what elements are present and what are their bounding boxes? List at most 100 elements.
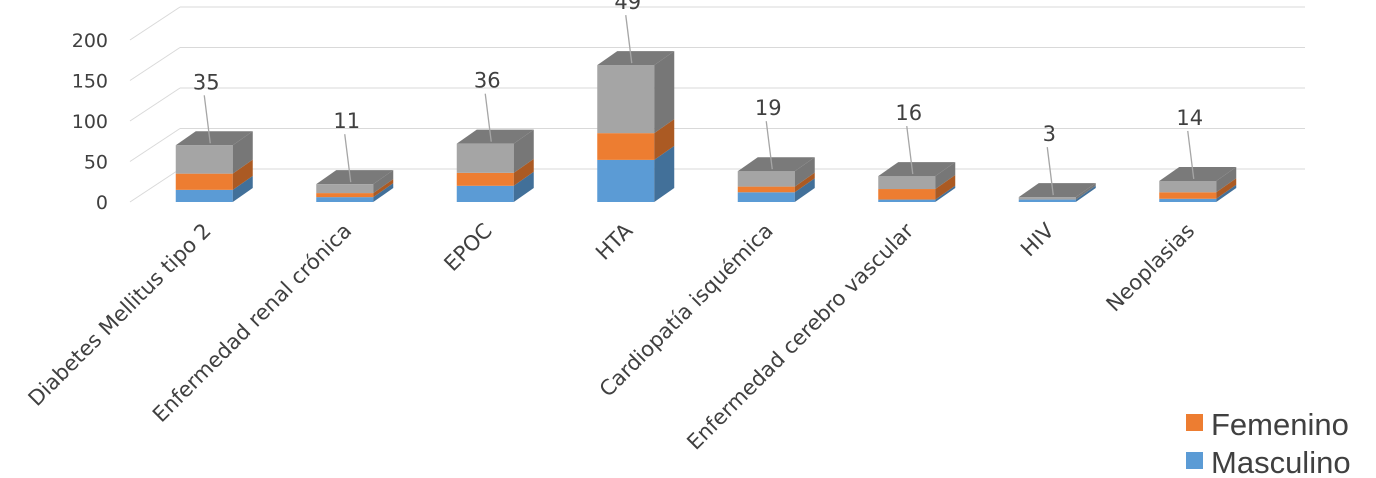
y-tick-label: 100 <box>72 111 108 133</box>
bar-segment <box>597 65 655 134</box>
bar-stack <box>737 157 815 202</box>
bar-stack <box>175 131 253 202</box>
bar-segment <box>456 143 514 173</box>
category-label: Neoplasias <box>1102 219 1200 317</box>
bar-stack <box>597 51 675 202</box>
bar-segment-side <box>513 158 534 186</box>
data-label-leader <box>765 121 773 170</box>
bar-segment-side <box>513 171 534 202</box>
category-label: HTA <box>591 218 638 265</box>
bar-segment-side <box>794 157 815 187</box>
bar-top <box>597 51 675 66</box>
gridlines <box>129 6 1305 203</box>
bar-segment <box>316 197 374 202</box>
bar-segment-side <box>935 185 956 202</box>
bar-segment-side <box>654 119 675 160</box>
bar-segment <box>1018 197 1076 200</box>
bar-top <box>175 131 253 146</box>
y-axis-ticks: 0 50 100 150 200 <box>72 30 108 214</box>
bar-segment <box>597 159 655 202</box>
bar-segment-side <box>654 51 675 134</box>
bar-stack <box>1159 166 1237 202</box>
bar-segment <box>597 133 655 160</box>
bar-segment <box>1159 198 1217 202</box>
bar-top <box>456 129 534 144</box>
gridline-diagonal <box>129 128 181 162</box>
bar-segment-side <box>1075 185 1096 202</box>
bar-segment-side <box>794 172 815 193</box>
category-label: Enfermedad cerebro vascular <box>682 218 918 454</box>
bars <box>175 51 1237 202</box>
y-tick-label: 50 <box>84 152 108 174</box>
bar-top <box>878 162 956 177</box>
bar-segment <box>1018 199 1076 202</box>
bar-segment <box>175 145 233 174</box>
bar-segment <box>737 171 795 187</box>
bar-segment-side <box>935 175 956 200</box>
bar-segment-side <box>373 170 394 194</box>
gridline-diagonal <box>129 168 181 203</box>
bar-segment <box>1159 180 1217 193</box>
category-label: EPOC <box>439 219 496 276</box>
bar-top <box>737 157 815 172</box>
category-label: HIV <box>1016 218 1059 261</box>
bar-segment <box>456 172 514 186</box>
bar-segment <box>316 184 374 194</box>
data-label: 19 <box>755 96 782 120</box>
data-label: 35 <box>193 70 220 94</box>
data-labels: 35 11 36 49 19 16 3 14 <box>193 0 1203 196</box>
bar-segment <box>737 186 795 193</box>
bar-stack <box>878 162 956 202</box>
bar-segment-side <box>794 178 815 202</box>
data-label: 14 <box>1176 106 1203 130</box>
data-label: 11 <box>333 109 360 133</box>
gridline-diagonal <box>129 47 181 81</box>
bar-segment <box>316 193 374 198</box>
y-tick-label: 0 <box>96 192 108 214</box>
bar-segment <box>175 173 233 190</box>
bar-segment-side <box>654 145 675 202</box>
y-tick-label: 200 <box>72 30 108 52</box>
data-label: 16 <box>895 101 922 125</box>
data-label-leader <box>1187 130 1195 180</box>
legend-label: Femenino <box>1211 407 1349 442</box>
legend-swatch <box>1186 452 1203 469</box>
bar-segment-side <box>1216 178 1237 199</box>
bar-segment-side <box>232 131 253 174</box>
data-label-leader <box>484 93 492 142</box>
bar-top <box>1159 166 1237 181</box>
data-label-leader <box>906 125 914 175</box>
legend-label: Masculino <box>1211 445 1351 478</box>
data-label: 49 <box>614 0 641 14</box>
data-label-leader <box>203 95 211 144</box>
legend-swatch <box>1186 414 1203 431</box>
data-label-leader <box>1046 147 1054 196</box>
bar-segment <box>737 192 795 202</box>
gridline-diagonal <box>129 6 181 41</box>
bar-top <box>1018 183 1096 198</box>
bar-segment-side <box>1075 183 1096 200</box>
bar-segment-side <box>935 162 956 190</box>
bar-stack <box>1018 183 1096 202</box>
bar-stack <box>316 170 394 202</box>
bar-segment-side <box>232 159 253 190</box>
bar-segment-side <box>373 179 394 198</box>
bar-segment <box>878 189 936 200</box>
bar-segment-side <box>373 183 394 202</box>
bar-segment <box>1159 192 1217 199</box>
data-label-leader <box>625 15 633 64</box>
gridline-diagonal <box>129 87 181 122</box>
bar-segment-side <box>1216 166 1237 193</box>
bar-segment <box>456 185 514 202</box>
bar-segment <box>175 189 233 202</box>
bar-segment <box>878 199 936 202</box>
bar-top <box>316 170 394 185</box>
bar-stack <box>456 129 534 202</box>
data-label: 36 <box>474 69 501 93</box>
bar-segment <box>878 176 936 190</box>
bar-segment-side <box>232 175 253 202</box>
y-tick-label: 150 <box>72 71 108 93</box>
